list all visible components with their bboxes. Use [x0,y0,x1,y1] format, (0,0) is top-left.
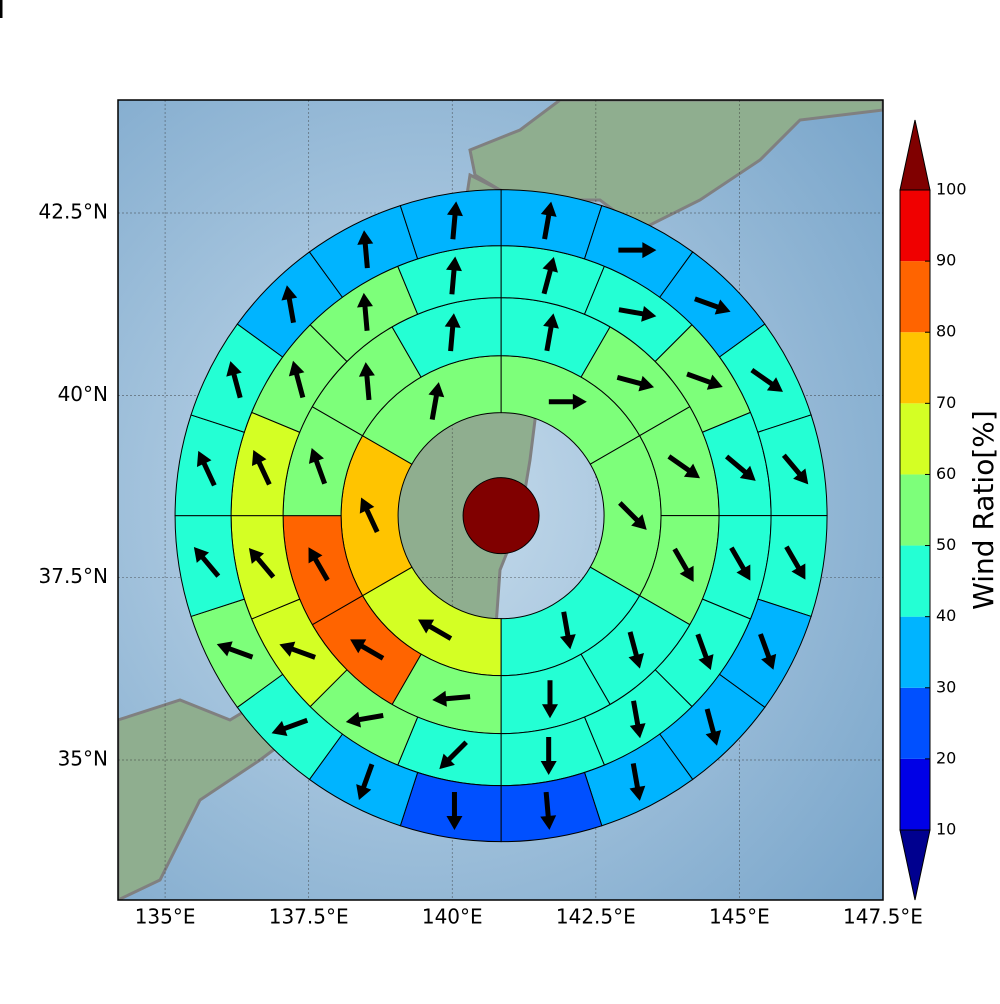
wind-arrow [271,717,309,736]
wind-arrow [281,285,298,324]
wind-arrow [358,362,375,401]
wind-arrow [308,547,330,582]
wind-arrow [226,361,243,399]
wind-arrow [758,633,777,670]
y-tick-label: 42.5°N [39,200,109,224]
wind-arrow [629,763,646,801]
colorbar-bin [900,190,930,262]
colorbar-over [899,119,931,191]
y-tick-label: 40°N [58,382,108,406]
wind-arrow [357,230,374,269]
wind-arrow [618,242,657,259]
x-tick-label: 135°E [135,905,196,929]
wind-arrow [616,374,655,392]
wind-arrow [559,611,576,650]
wind-arrow [446,256,462,295]
colorbar-tick-label: 50 [936,535,956,554]
wind-arrow [540,201,557,240]
colorbar-tick-label: 40 [936,606,956,625]
colorbar-tick-label: 10 [936,820,956,839]
wind-arrow [540,791,557,830]
wind-arrow [672,547,694,582]
colorbar-tick-label: 60 [936,464,956,483]
wind-arrow [279,641,316,660]
y-tick-label: 37.5°N [39,564,109,588]
wind-arrow [627,631,644,669]
colorbar-bin [900,545,930,617]
wind-arrow [216,641,254,660]
wind-arrow [196,450,217,487]
wind-arrow [350,639,385,661]
colorbar-bin [900,758,930,830]
center-disc [462,477,540,555]
wind-arrow [446,792,463,831]
wind-arrow [439,740,468,770]
colorbar-tick-label: 30 [936,677,956,696]
colorbar-bin [900,261,930,333]
wind-arrow [548,393,587,410]
sector [399,189,502,260]
wind-arrow [418,619,453,641]
colorbar-bin [900,687,930,759]
wind-arrow [444,313,461,352]
wind-arrow [541,257,558,295]
wind-arrow [540,736,557,775]
colorbar-bin [900,616,930,688]
colorbar-tick-label: 100 [936,180,967,199]
wind-arrow [724,454,756,481]
colorbar-tick-label: 90 [936,251,956,270]
wind-arrow [345,711,384,728]
wind-arrow [618,305,657,322]
colorbar-label: Wind Ratio[%] [967,410,1000,610]
wind-arrow [0,0,3,18]
wind-arrow [356,763,375,800]
wind-arrow [428,382,445,420]
wind-arrow [541,680,558,719]
x-tick-label: 142.5°E [556,905,636,929]
x-tick-label: 137.5°E [269,905,349,929]
colorbar-under [899,829,931,901]
wind-arrow [729,546,751,581]
wind-arrow [629,700,646,739]
wind-arrow [618,501,647,530]
axes-frame [117,99,884,901]
wind-arrow [359,497,380,534]
wind-arrow [667,454,701,479]
y-tick-label: 35°N [58,746,108,770]
wind-arrow [248,547,276,579]
x-tick-label: 147.5°E [843,905,923,929]
wind-arrow [357,292,373,331]
wind-arrow [695,633,714,671]
wind-arrow [704,708,722,746]
wind-arrow [543,313,559,352]
wind-arrow [686,371,723,390]
wind-arrow [432,690,471,707]
colorbar-frame [899,189,931,831]
x-tick-label: 140°E [422,905,483,929]
colorbar-bin [900,332,930,404]
wind-arrow [251,449,272,486]
colorbar-tick-label: 20 [936,748,956,767]
x-tick-label: 145°E [709,905,770,929]
wind-arrow [750,368,783,392]
wind-arrow [694,296,731,315]
wind-arrow [781,453,809,485]
wind-arrow [288,360,306,399]
wind-arrow [447,201,463,240]
wind-arrow [308,447,328,485]
colorbar-bin [900,474,930,546]
colorbar-tick-label: 70 [936,393,956,412]
wind-arrow [193,546,221,578]
wind-arrow [784,545,806,580]
colorbar-bin [900,403,930,475]
colorbar-tick-label: 80 [936,322,956,341]
